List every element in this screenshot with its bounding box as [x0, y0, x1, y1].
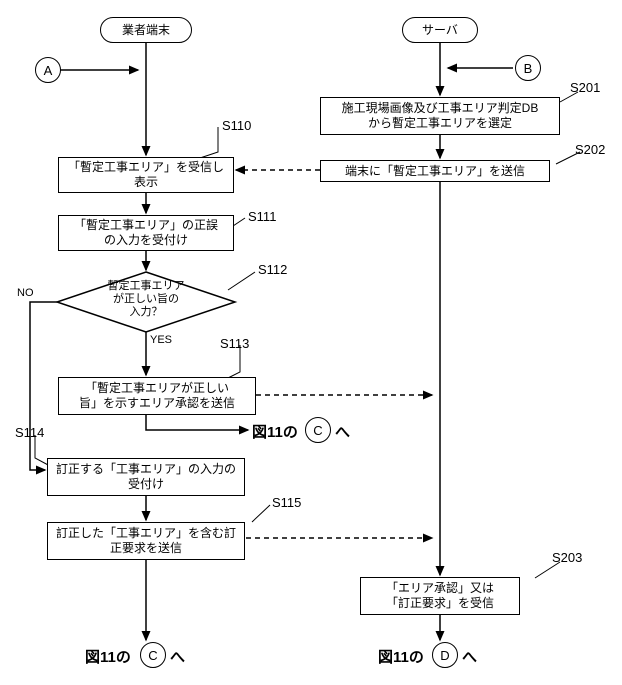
step-s111: 「暫定工事エリア」の正誤の入力を受付け: [58, 215, 234, 251]
connector-c1: C: [305, 417, 331, 443]
ref-c1-post: へ: [335, 421, 350, 442]
decision-no: NO: [17, 287, 34, 299]
terminator-left: 業者端末: [100, 17, 192, 43]
connector-d: D: [432, 642, 458, 668]
step-s113: 「暫定工事エリアが正しい旨」を示すエリア承認を送信: [58, 377, 256, 415]
label-s201: S201: [570, 80, 600, 95]
step-s203: 「エリア承認」又は「訂正要求」を受信: [360, 577, 520, 615]
terminator-right: サーバ: [402, 17, 478, 43]
label-s113: S113: [220, 336, 249, 351]
label-s114: S114: [15, 425, 44, 440]
label-s110: S110: [222, 118, 251, 133]
connector-a: A: [35, 57, 61, 83]
connector-c2: C: [140, 642, 166, 668]
label-s112: S112: [258, 262, 287, 277]
step-s202: 端末に「暫定工事エリア」を送信: [320, 160, 550, 182]
connector-b: B: [515, 55, 541, 81]
step-s114: 訂正する「工事エリア」の入力の受付け: [47, 458, 245, 496]
label-s115: S115: [272, 495, 301, 510]
ref-bottomleft-post: へ: [170, 646, 185, 667]
ref-bottomleft-pre: 図11の: [85, 646, 131, 667]
ref-c1-pre: 図11の: [252, 421, 298, 442]
step-s110: 「暫定工事エリア」を受信し表示: [58, 157, 234, 193]
ref-bottomright-pre: 図11の: [378, 646, 424, 667]
ref-bottomright-post: へ: [462, 646, 477, 667]
label-s202: S202: [575, 142, 605, 157]
decision-yes: YES: [150, 334, 172, 346]
step-s201: 施工現場画像及び工事エリア判定DBから暫定工事エリアを選定: [320, 97, 560, 135]
label-s203: S203: [552, 550, 582, 565]
label-s111: S111: [248, 209, 276, 224]
step-s115: 訂正した「工事エリア」を含む訂正要求を送信: [47, 522, 245, 560]
step-s112: 暫定工事エリアが正しい旨の入力？: [95, 280, 197, 320]
